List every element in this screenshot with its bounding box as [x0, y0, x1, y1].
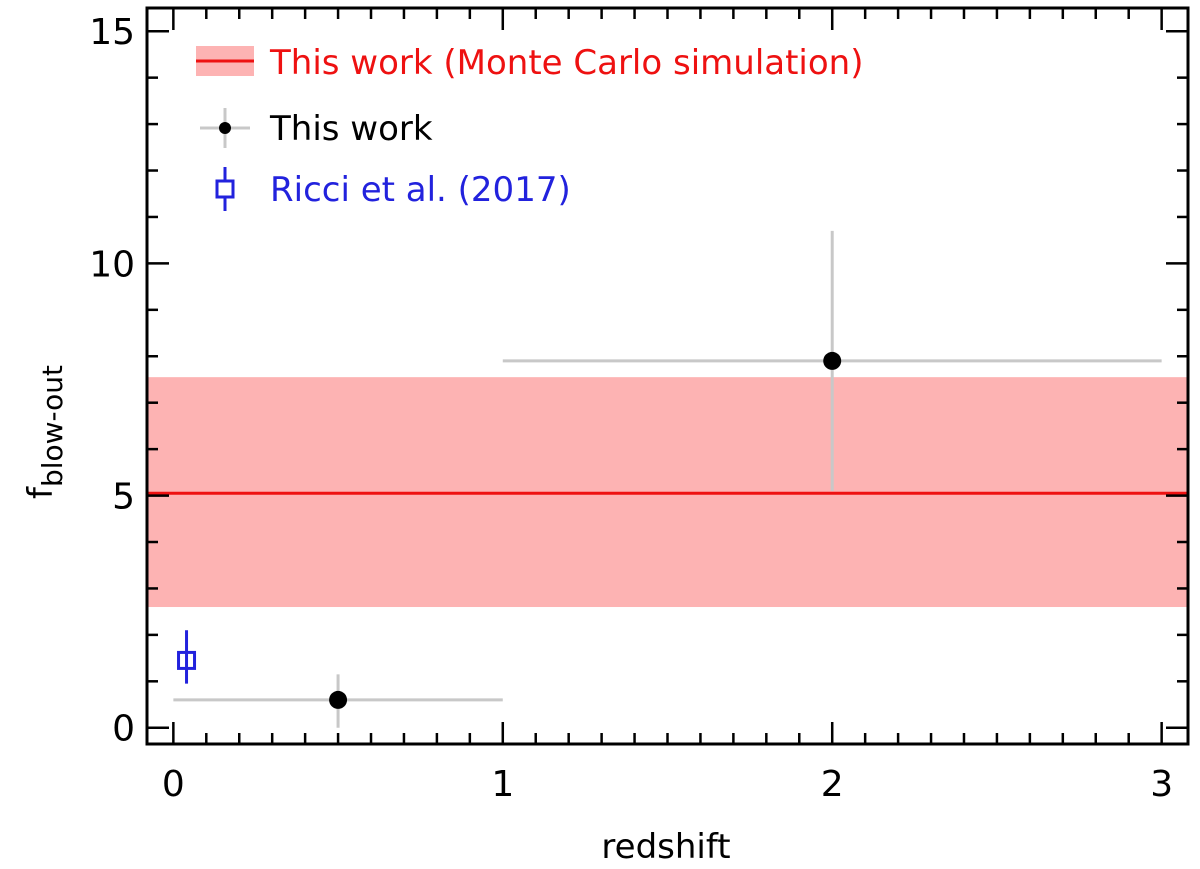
legend-entry: Ricci et al. (2017)	[215, 167, 571, 211]
y-tick-label: 5	[112, 477, 135, 518]
y-tick-label: 15	[89, 12, 135, 53]
tick-labels: 0 1 2 3 0 5 10 15	[89, 12, 1173, 805]
legend-label: This work	[269, 109, 433, 149]
data-point-group	[177, 630, 197, 684]
y-axis-label-subscript: blow-out	[36, 365, 69, 487]
data-point-group	[502, 230, 1162, 491]
y-axis-label: fblow-out	[21, 365, 69, 499]
y-tick-label: 0	[112, 709, 135, 750]
x-tick-label: 2	[821, 764, 844, 805]
legend-marker	[219, 122, 231, 134]
x-tick-label: 1	[491, 764, 514, 805]
data-point	[329, 690, 348, 709]
tick-marks	[147, 8, 1188, 744]
confidence-band-layer	[147, 377, 1188, 608]
series-layer	[173, 230, 1162, 728]
x-axis-label: redshift	[601, 827, 730, 867]
data-point-group	[173, 674, 503, 728]
y-tick-label: 10	[89, 244, 135, 285]
legend-entry: This work	[200, 108, 433, 149]
x-tick-label: 3	[1150, 764, 1173, 805]
legend-label: Ricci et al. (2017)	[270, 170, 571, 210]
y-axis-label-main: f	[21, 486, 61, 499]
legend-label: This work (Monte Carlo simulation)	[269, 43, 864, 83]
data-point	[823, 351, 842, 370]
legend-marker	[215, 179, 235, 199]
data-point	[177, 650, 197, 670]
legend-entry: This work (Monte Carlo simulation)	[196, 43, 864, 83]
x-tick-label: 0	[162, 764, 185, 805]
legend: This work (Monte Carlo simulation) This w…	[196, 43, 864, 211]
